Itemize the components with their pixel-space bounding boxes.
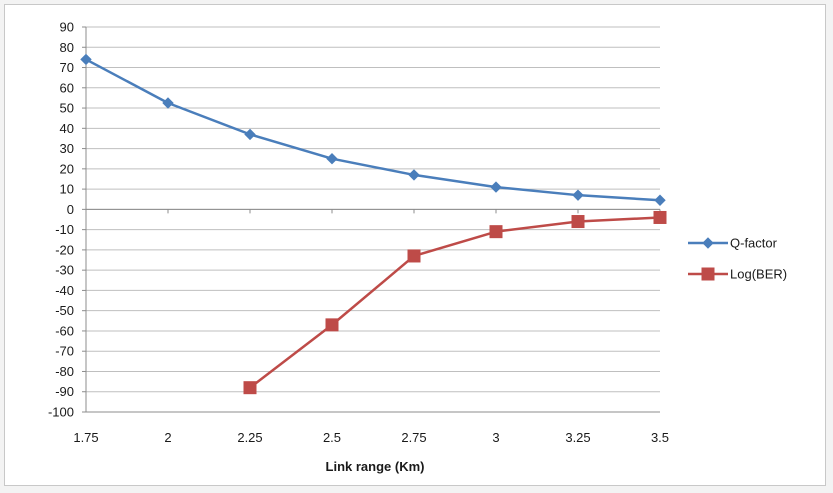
x-tick-label: 2.75 xyxy=(401,430,426,445)
x-tick-label: 2.25 xyxy=(237,430,262,445)
y-tick-label: 80 xyxy=(60,40,74,55)
y-tick-label: -40 xyxy=(55,283,74,298)
y-tick-label: -20 xyxy=(55,242,74,257)
data-point-q-factor xyxy=(654,194,666,206)
x-tick-label: 1.75 xyxy=(73,430,98,445)
legend-label-q-factor: Q-factor xyxy=(730,236,778,251)
line-chart: 90 80 70 60 50 40 30 20 10 0 -10 -20 -30 -40 -50 -60 -70… xyxy=(48,20,787,475)
legend: Q-factor Log(BER) xyxy=(688,236,787,282)
series-line-log-ber xyxy=(249,216,661,389)
data-point-log-ber xyxy=(653,210,667,224)
data-point-q-factor xyxy=(80,53,92,66)
data-point-q-factor xyxy=(326,153,338,165)
series-line-q-factor xyxy=(85,58,661,202)
data-point-log-ber xyxy=(407,249,421,263)
chart-frame: 90 80 70 60 50 40 30 20 10 0 -10 -20 -30 -40 -50 -60 -70… xyxy=(4,4,826,486)
axes xyxy=(82,26,661,413)
y-tick-label: 70 xyxy=(60,60,74,75)
x-tick-label: 3.5 xyxy=(651,430,669,445)
data-point-q-factor xyxy=(244,128,256,141)
data-point-q-factor xyxy=(572,189,584,201)
data-point-q-factor xyxy=(490,181,502,193)
x-tick-label: 3 xyxy=(492,430,499,445)
data-point-log-ber xyxy=(325,318,339,332)
y-tick-label: 20 xyxy=(60,161,74,176)
y-tick-label: -10 xyxy=(55,222,74,237)
x-tick-label: 3.25 xyxy=(565,430,590,445)
y-tick-label: 30 xyxy=(60,141,74,156)
legend-marker-q-factor xyxy=(702,237,714,249)
x-tick-label: 2 xyxy=(164,430,171,445)
data-point-log-ber xyxy=(571,215,585,229)
y-tick-label: 0 xyxy=(67,202,74,217)
x-axis-title: Link range (Km) xyxy=(326,459,425,474)
x-axis-tick-labels: 1.75 2 2.25 2.5 2.75 3 3.25 3.5 xyxy=(73,430,669,445)
y-tick-label: 50 xyxy=(60,101,74,116)
y-tick-label: -80 xyxy=(55,364,74,379)
y-tick-label: -100 xyxy=(48,405,74,420)
y-tick-label: -30 xyxy=(55,263,74,278)
data-point-log-ber xyxy=(489,225,503,239)
data-point-q-factor xyxy=(162,97,174,109)
legend-label-log-ber: Log(BER) xyxy=(730,267,787,282)
data-point-q-factor xyxy=(408,169,420,181)
x-tick-label: 2.5 xyxy=(323,430,341,445)
y-tick-label: 90 xyxy=(60,20,74,35)
y-tick-label: -90 xyxy=(55,384,74,399)
legend-marker-log-ber xyxy=(701,267,715,281)
y-tick-label: 10 xyxy=(60,182,74,197)
y-axis-tick-labels: 90 80 70 60 50 40 30 20 10 0 -10 -20 -30 -40 -50 -60 -70… xyxy=(48,20,74,420)
y-tick-label: -50 xyxy=(55,303,74,318)
data-point-log-ber xyxy=(243,381,257,395)
y-tick-label: -70 xyxy=(55,344,74,359)
y-tick-label: -60 xyxy=(55,323,74,338)
series-lines xyxy=(80,53,667,395)
y-tick-label: 60 xyxy=(60,80,74,95)
y-tick-label: 40 xyxy=(60,121,74,136)
